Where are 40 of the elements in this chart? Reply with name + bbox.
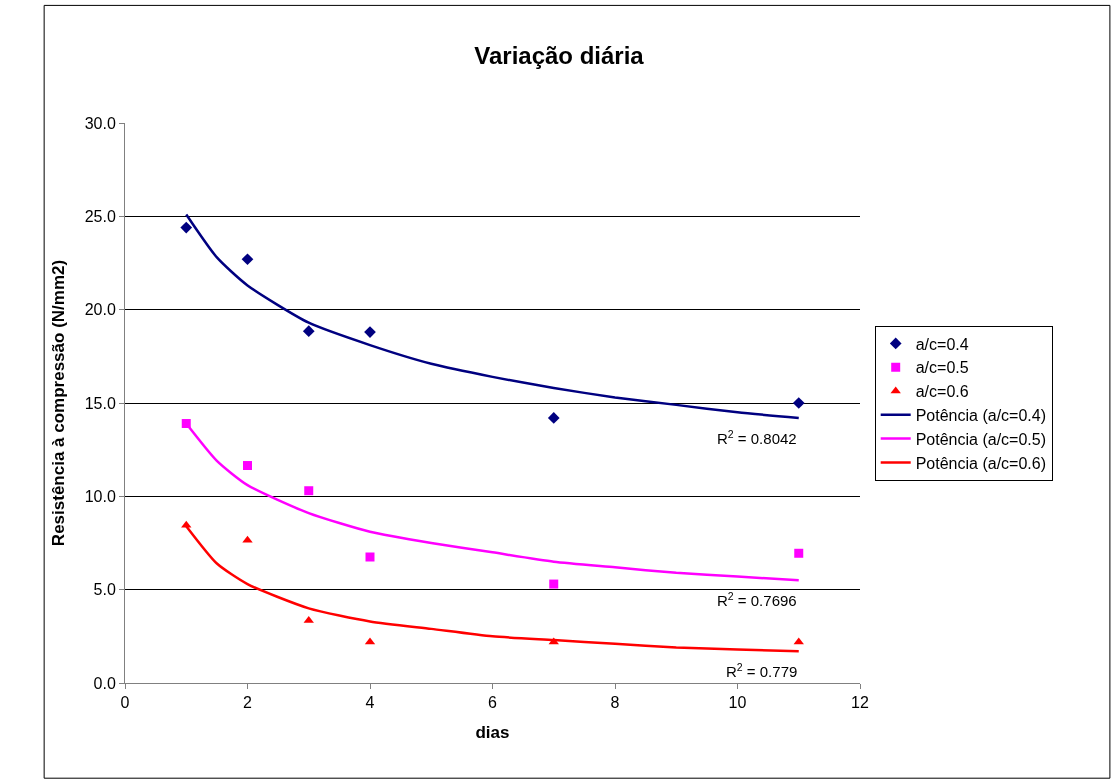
- y-tick-label: 5.0: [93, 581, 116, 599]
- y-tick-label: 30.0: [84, 114, 116, 132]
- x-axis-title: dias: [475, 722, 510, 742]
- point: [241, 253, 254, 266]
- annotation: R$^{2}$ = 0.779: [726, 661, 798, 681]
- y-tick-label: 15.0: [84, 394, 116, 412]
- legend-label: a/c=0.6: [915, 383, 969, 401]
- point: [549, 579, 559, 589]
- legend-label: a/c=0.4: [915, 335, 969, 353]
- point: [304, 486, 314, 496]
- point: [792, 397, 805, 409]
- point: [547, 412, 560, 424]
- line-series: [185, 213, 800, 420]
- y-tick-label: 10.0: [84, 487, 116, 505]
- point: [365, 552, 375, 562]
- point: [181, 520, 192, 528]
- y-tick-label: 0.0: [93, 674, 116, 692]
- x-tick-label: 8: [610, 694, 620, 712]
- x-tick-label: 4: [365, 694, 375, 712]
- legend-label: Potência (a/c=0.6): [915, 454, 1046, 472]
- legend-label: Potência (a/c=0.4): [915, 407, 1046, 425]
- point: [793, 637, 804, 645]
- point: [180, 221, 193, 234]
- point: [794, 548, 804, 558]
- point: [302, 325, 315, 337]
- x-tick-label: 6: [488, 694, 498, 712]
- x-tick-label: 10: [728, 694, 747, 712]
- y-tick-label: 20.0: [84, 301, 116, 319]
- y-axis-title: Resistência à compressão (N/mm2): [49, 259, 69, 547]
- legend-label: Potência (a/c=0.5): [915, 430, 1046, 448]
- x-tick-label: 12: [851, 694, 869, 712]
- point: [243, 461, 252, 471]
- chart-title: Variação diária: [474, 41, 645, 69]
- annotation: R$^{2}$ = 0.8042: [717, 428, 797, 448]
- y-tick-label: 25.0: [84, 207, 116, 225]
- x-tick-label: 2: [243, 694, 253, 712]
- point: [303, 615, 314, 623]
- annotation: R$^{2}$ = 0.7696: [717, 590, 797, 610]
- legend-label: a/c=0.5: [915, 359, 969, 377]
- x-tick-label: 0: [120, 694, 130, 712]
